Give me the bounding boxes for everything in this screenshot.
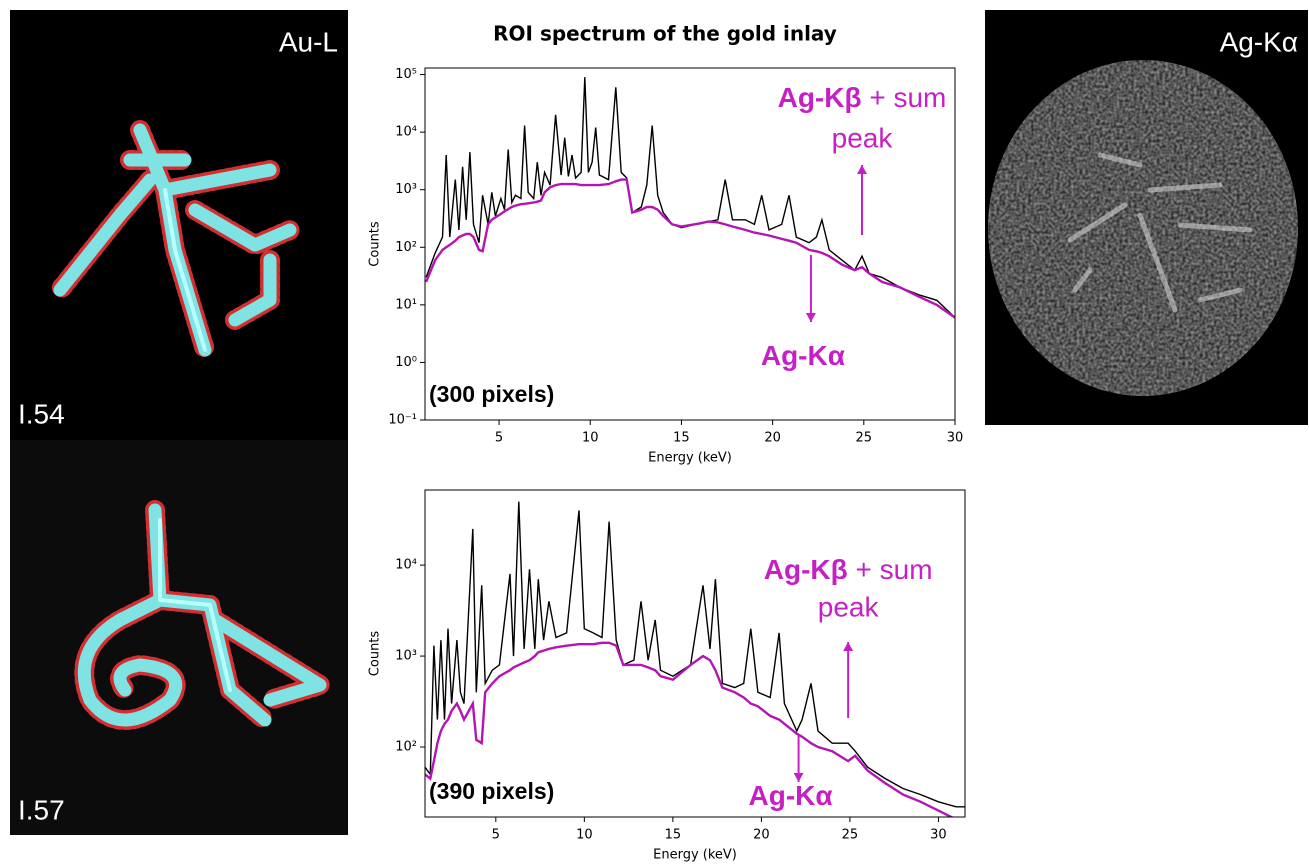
sample-note: (300 pixels) <box>429 381 554 407</box>
plot-frame <box>425 490 965 817</box>
x-axis-label: Energy (keV) <box>653 848 737 863</box>
annotation: peak <box>818 591 880 622</box>
panel-label: I.57 <box>18 794 65 825</box>
y-tick-label: 10¹ <box>395 297 417 312</box>
annotation-text: + sum <box>856 554 933 585</box>
x-tick-label: 15 <box>665 828 682 843</box>
arrow-head <box>857 165 867 174</box>
x-tick-label: 20 <box>753 828 770 843</box>
x-tick-label: 10 <box>576 828 593 843</box>
annotation-space <box>848 554 856 585</box>
annotation: peak <box>832 122 894 153</box>
x-tick-label: 20 <box>764 431 781 446</box>
annotation-strong: Ag-Kα <box>749 780 833 811</box>
x-axis-label: Energy (keV) <box>648 451 732 466</box>
x-tick-label: 25 <box>856 431 873 446</box>
arrow-head <box>843 642 853 651</box>
figure: Au-L I.54 I.57 Ag-Kα ROI spectrum of the… <box>0 0 1309 866</box>
y-tick-label: 10⁰ <box>395 355 417 370</box>
panel-label: Ag-Kα <box>1220 26 1298 57</box>
y-tick-label: 10³ <box>395 649 417 664</box>
x-tick-label: 30 <box>947 431 964 446</box>
x-tick-label: 5 <box>495 431 503 446</box>
annotation-text: + sum <box>869 82 946 113</box>
annotation-strong: Ag-Kβ <box>764 554 848 585</box>
panel-label: I.54 <box>18 398 65 429</box>
chart-title: ROI spectrum of the gold inlay <box>493 22 837 46</box>
x-tick-label: 10 <box>582 431 599 446</box>
y-tick-label: 10⁵ <box>395 67 417 82</box>
image-panel <box>10 440 348 835</box>
y-tick-label: 10⁴ <box>395 558 417 573</box>
plot-frame <box>425 68 955 420</box>
x-tick-label: 15 <box>673 431 690 446</box>
annotation-strong: Ag-Kβ <box>778 82 862 113</box>
page: Au-L I.54 I.57 Ag-Kα ROI spectrum of the… <box>0 0 1309 866</box>
y-tick-label: 10² <box>395 740 417 755</box>
y-axis-label: Counts <box>368 221 383 267</box>
x-tick-label: 5 <box>492 828 500 843</box>
annotation: Ag-Kβ + sum <box>764 554 933 585</box>
annotation-space <box>862 82 870 113</box>
annotation: Ag-Kα <box>761 340 845 371</box>
sample-note: (390 pixels) <box>429 778 554 804</box>
annotation: Ag-Kα <box>749 780 833 811</box>
x-tick-label: 25 <box>842 828 859 843</box>
y-axis-label: Counts <box>368 631 383 677</box>
annotation-strong: Ag-Kα <box>761 340 845 371</box>
x-tick-label: 30 <box>930 828 947 843</box>
y-tick-label: 10⁴ <box>395 125 417 140</box>
series-line <box>425 502 965 807</box>
arrow-head <box>806 313 816 322</box>
y-tick-label: 10⁻¹ <box>388 413 417 428</box>
y-tick-label: 10³ <box>395 182 417 197</box>
annotation: Ag-Kβ + sum <box>778 82 947 113</box>
y-tick-label: 10² <box>395 240 417 255</box>
panel-label: Au-L <box>279 26 338 57</box>
